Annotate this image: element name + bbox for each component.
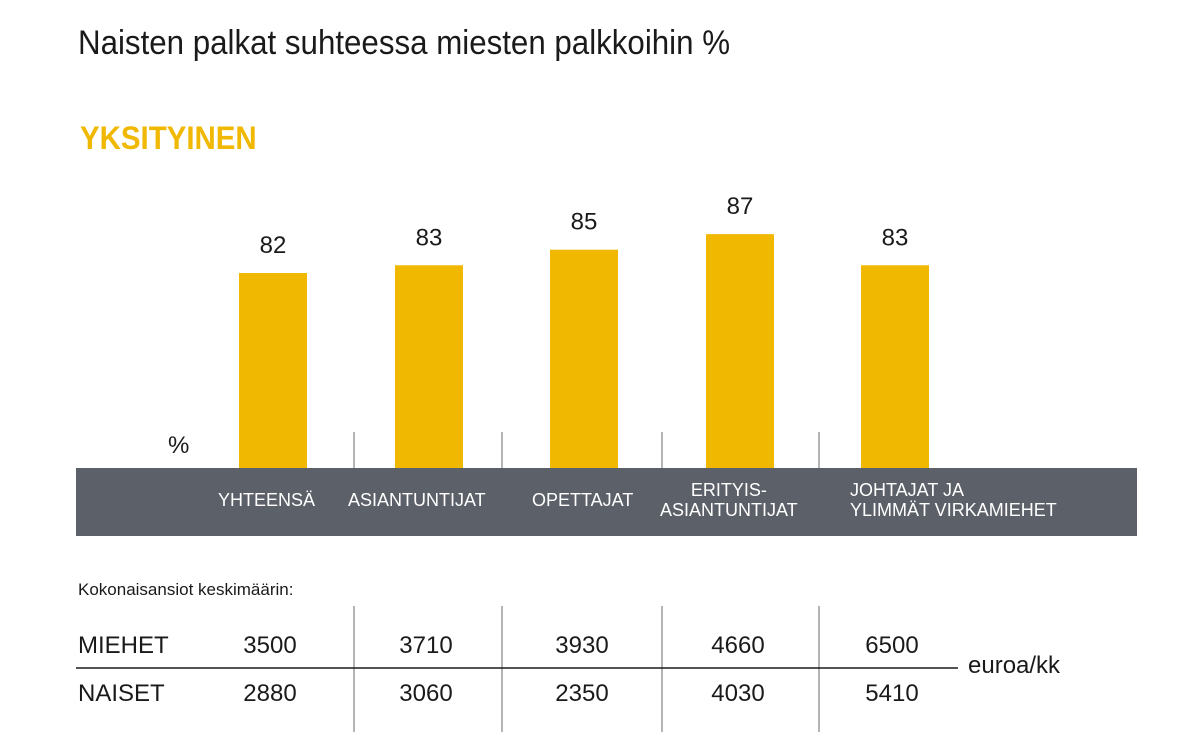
bar-value-label-1: 83 (416, 224, 443, 251)
table-cell: 3500 (243, 632, 297, 659)
category-label-4: JOHTAJAT JA YLIMMÄT VIRKAMIEHET (850, 480, 1057, 520)
bar-4 (861, 265, 929, 468)
table-unit: euroa/kk (968, 652, 1061, 679)
table-cell: 3930 (555, 632, 609, 659)
y-unit-label: % (168, 432, 190, 459)
bar-value-label-3: 87 (727, 193, 754, 220)
category-band (76, 468, 1137, 536)
bar-2 (550, 249, 618, 468)
section-title: YKSITYINEN (80, 120, 257, 156)
table-cell: 2880 (243, 680, 297, 707)
category-label-2: OPETTAJAT (532, 490, 634, 510)
bar-3 (706, 234, 774, 468)
table-cell: 3710 (399, 632, 453, 659)
table-cell: 4660 (711, 632, 765, 659)
bar-0 (239, 273, 307, 468)
bar-value-label-2: 85 (571, 209, 598, 236)
table-cell: 3060 (399, 680, 453, 707)
table-cell: 4030 (711, 680, 765, 707)
row-label-naiset: NAISET (78, 680, 165, 707)
category-label-1: ASIANTUNTIJAT (348, 490, 486, 510)
table-caption: Kokonaisansiot keskimäärin: (78, 580, 294, 599)
category-label-3: ERITYIS- ASIANTUNTIJAT (660, 480, 798, 520)
bar-value-label-4: 83 (882, 224, 909, 251)
chart-title: Naisten palkat suhteessa miesten palkkoi… (78, 24, 731, 62)
row-label-miehet: MIEHET (78, 632, 169, 659)
table-cell: 2350 (555, 680, 609, 707)
bar-1 (395, 265, 463, 468)
table-cell: 6500 (865, 632, 919, 659)
bar-value-label-0: 82 (260, 232, 287, 259)
table-cell: 5410 (865, 680, 919, 707)
category-label-0: YHTEENSÄ (218, 490, 316, 510)
